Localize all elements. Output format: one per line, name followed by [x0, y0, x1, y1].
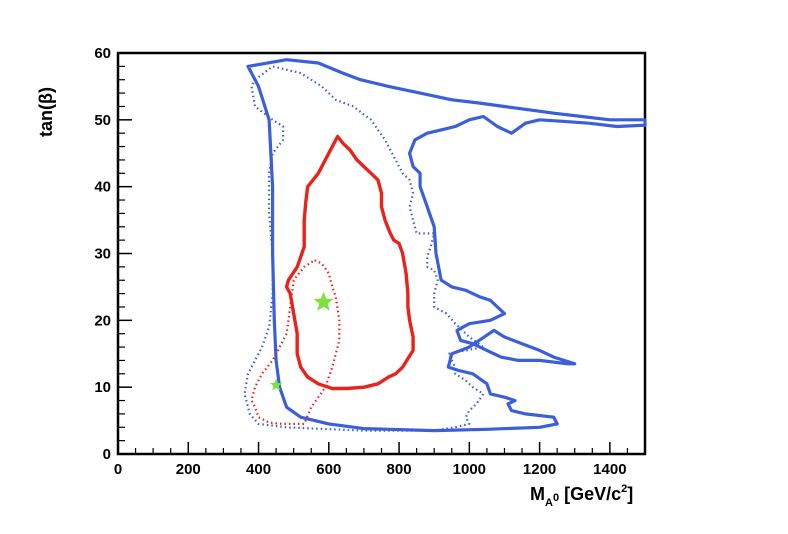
x-tick-label: 200: [176, 461, 201, 478]
best-fit-star: [313, 291, 334, 311]
x-axis-title-unit-sup: 2: [621, 483, 627, 495]
x-axis-title-subsup: 0: [553, 492, 559, 504]
blue-dotted-contour: [243, 65, 485, 432]
x-tick-label: 1000: [453, 461, 486, 478]
x-axis-title-unit-post: ]: [627, 484, 633, 504]
x-tick-label: 0: [114, 461, 122, 478]
red-dotted-contour: [250, 259, 341, 425]
contour-curves: [243, 58, 647, 433]
x-tick-label: 400: [246, 461, 271, 478]
x-tick-label: 1400: [593, 461, 626, 478]
secondary-star: [269, 378, 283, 391]
x-axis-title: MA0 [GeV/c2]: [530, 483, 633, 509]
x-axis-title-main: M: [530, 484, 545, 504]
y-tick-label: 60: [94, 45, 111, 62]
red-solid-contour: [284, 134, 415, 391]
y-tick-label: 10: [94, 379, 111, 396]
y-tick-label: 0: [103, 446, 111, 463]
x-axis-title-sub: A: [545, 497, 553, 509]
y-tick-label: 20: [94, 312, 111, 329]
x-tick-label: 800: [387, 461, 412, 478]
y-axis-title: tan(β): [36, 87, 56, 137]
x-tick-label: 600: [316, 461, 341, 478]
y-tick-label: 30: [94, 246, 111, 263]
blue-solid-contour: [246, 58, 647, 433]
y-tick-label: 40: [94, 179, 111, 196]
y-tick-label: 50: [94, 112, 111, 129]
best-fit-stars: [269, 291, 334, 391]
x-axis-title-unit-pre: [GeV/c: [559, 484, 621, 504]
axis-ticks: 0 200 400 600 800 1000 1200 1400 0 10 20 30 40 50 60: [94, 45, 646, 478]
x-tick-label: 1200: [523, 461, 556, 478]
